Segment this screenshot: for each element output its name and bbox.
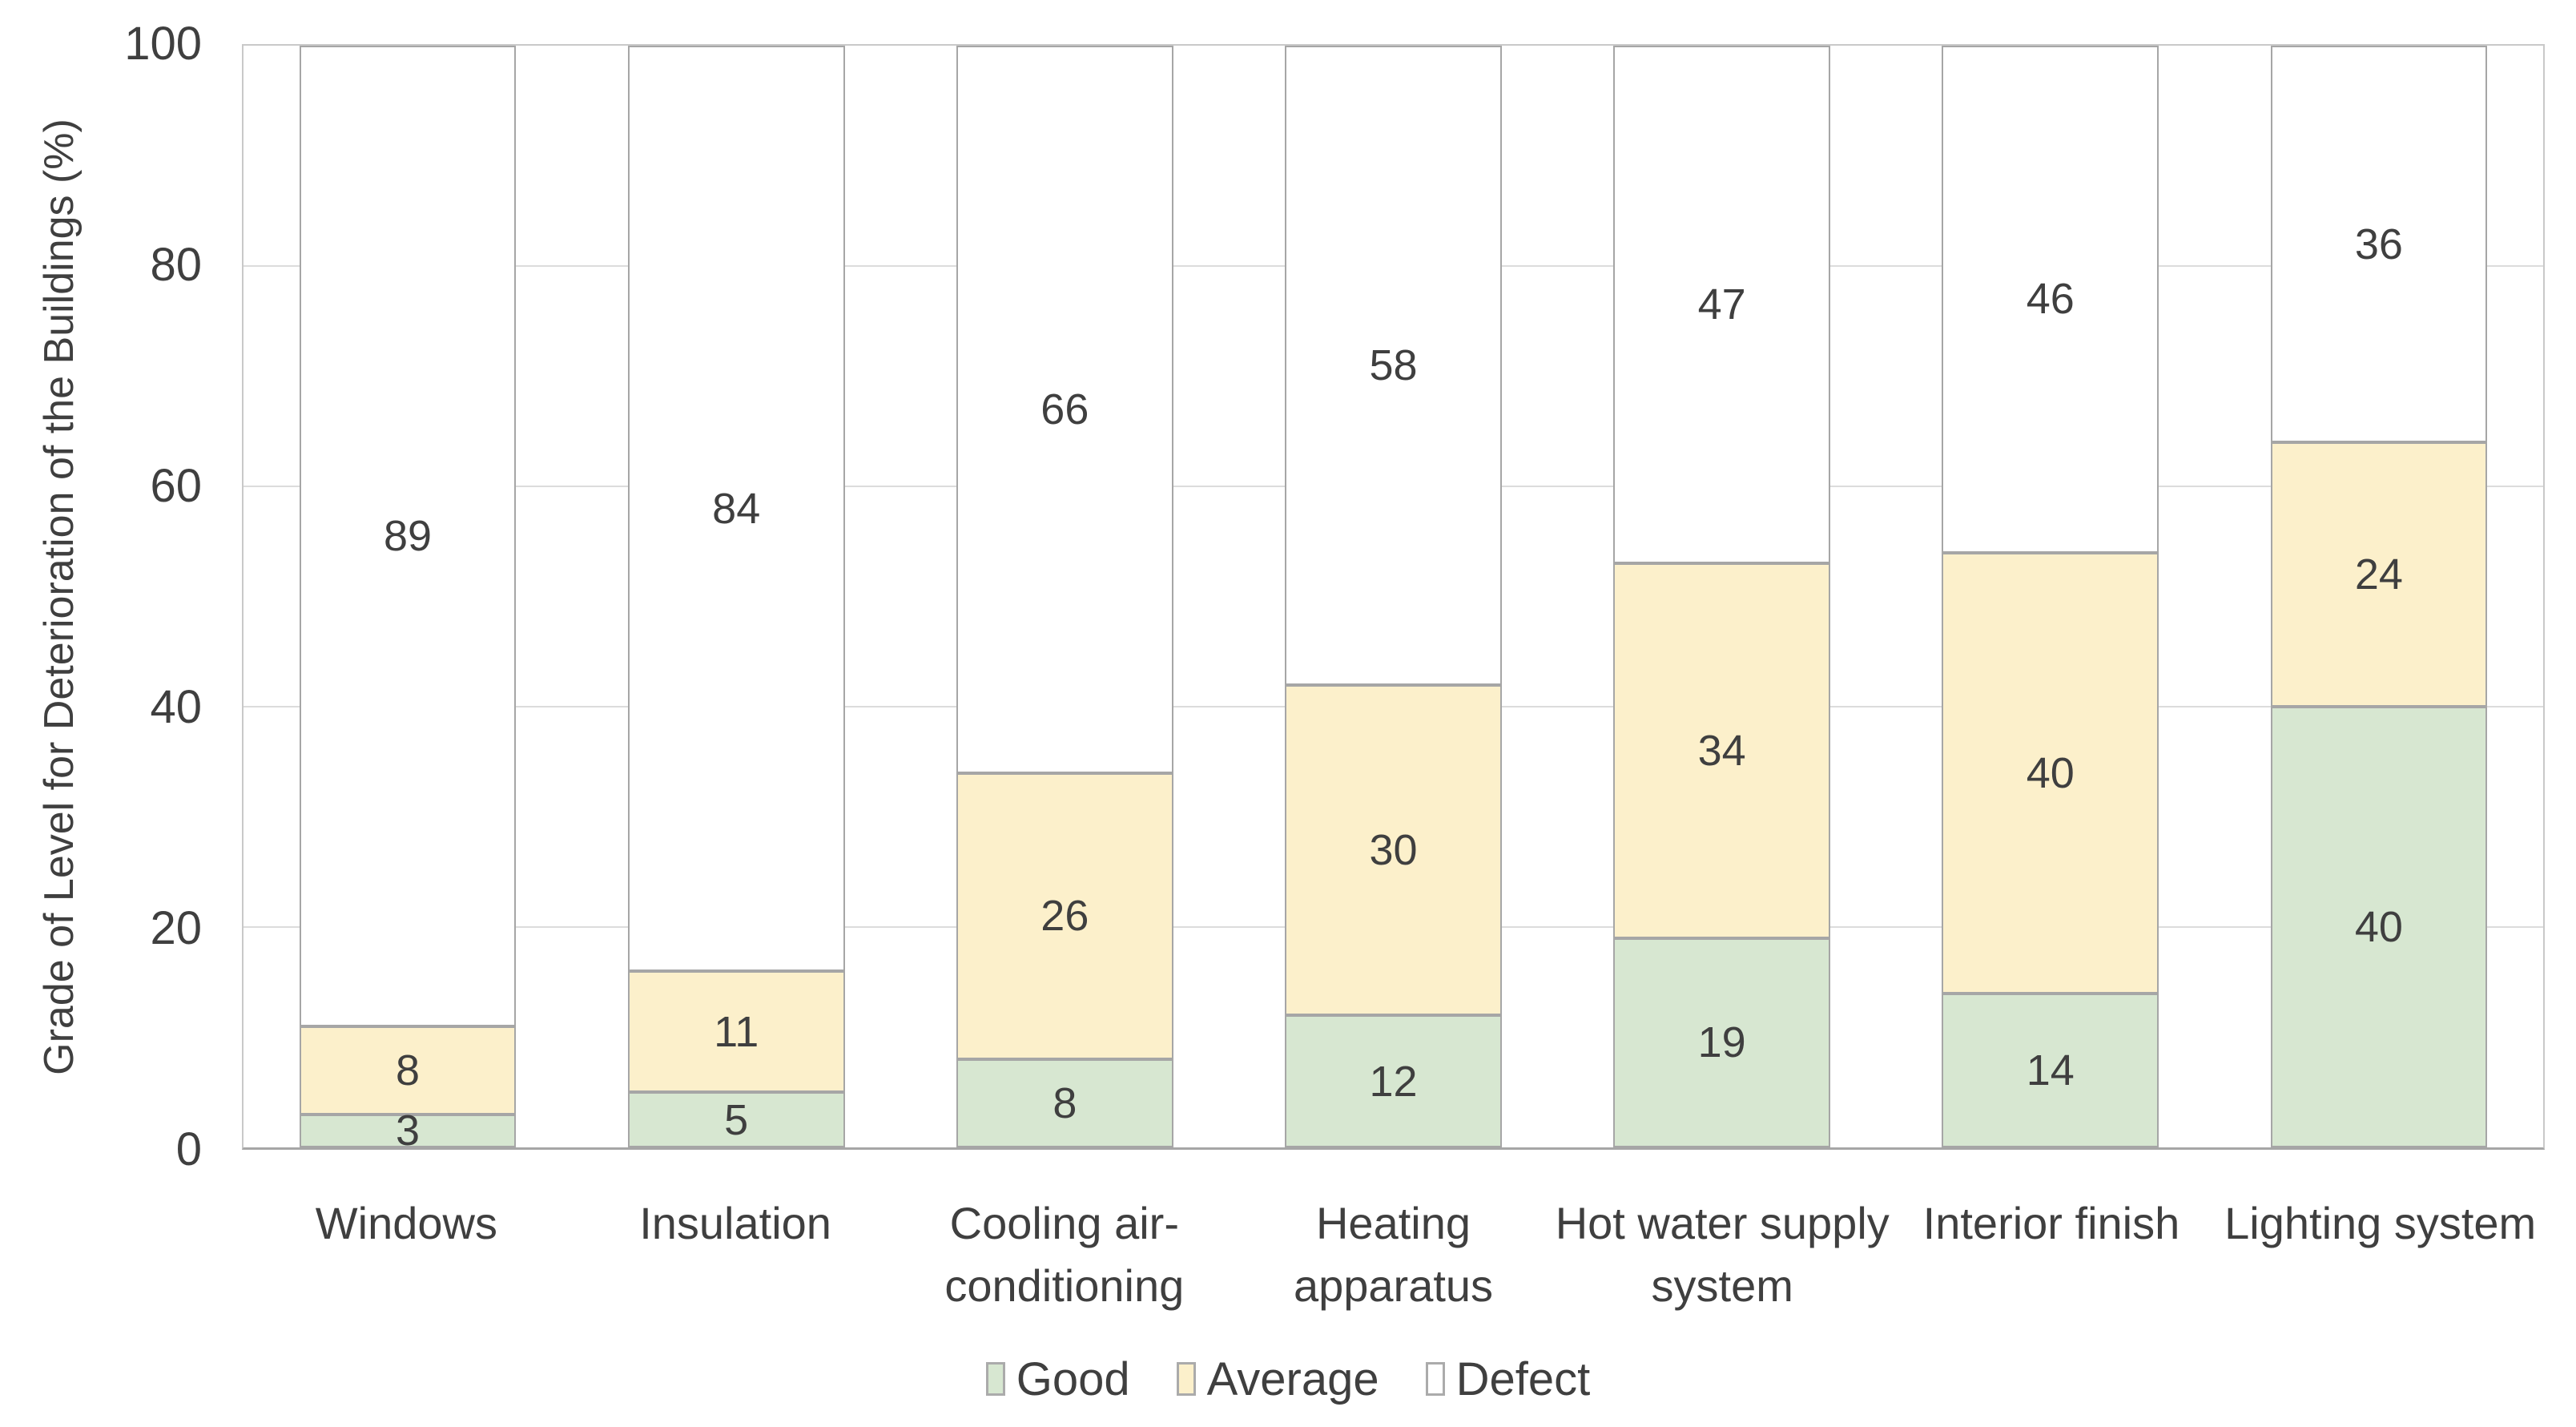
y-tick-label: 60 <box>150 460 202 512</box>
data-label: 3 <box>396 1107 421 1155</box>
bar-slot: 12 30 58 <box>1229 46 1557 1147</box>
bar-slot: 40 24 36 <box>2215 46 2543 1147</box>
plot-area: 3 8 89 5 11 84 8 26 66 12 30 58 19 34 47 14 40 46 40 24 36 <box>242 44 2545 1155</box>
data-label: 19 <box>1697 1018 1746 1067</box>
bar-segment-defect: 46 <box>1942 46 2159 553</box>
bar-segment-average: 34 <box>1613 563 1830 938</box>
bar: 12 30 58 <box>1285 46 1502 1147</box>
data-label: 5 <box>724 1095 749 1144</box>
bar-segment-average: 24 <box>2270 442 2488 707</box>
x-category-label: Cooling air- conditioning <box>944 1198 1185 1311</box>
bar-slot: 5 11 84 <box>572 46 900 1147</box>
bar-segment-defect: 84 <box>627 46 845 971</box>
bar-segment-average: 30 <box>1285 684 1502 1015</box>
bar-segment-good: 40 <box>2270 707 2488 1147</box>
legend-swatch-good <box>985 1362 1005 1396</box>
x-category: Interior finish <box>1887 1192 2216 1328</box>
y-axis-title: Grade of Level for Deterioration of the … <box>33 44 86 1150</box>
data-label: 30 <box>1369 825 1418 874</box>
legend-label: Good <box>1016 1352 1130 1405</box>
bar-slot: 14 40 46 <box>1886 46 2215 1147</box>
bar: 19 34 47 <box>1613 46 1830 1147</box>
x-axis-category-labels: Windows Insulation Cooling air- conditioni… <box>242 1192 2545 1328</box>
data-label: 47 <box>1697 280 1746 329</box>
y-tick-label: 80 <box>150 239 202 291</box>
y-tick-label: 100 <box>124 18 202 70</box>
data-label: 26 <box>1040 892 1089 941</box>
bar-segment-good: 3 <box>299 1107 517 1155</box>
bar-segment-defect: 66 <box>956 46 1173 773</box>
bar-segment-good: 8 <box>956 1059 1173 1147</box>
y-tick-label: 40 <box>150 681 202 733</box>
bar-segment-defect: 58 <box>1285 46 1502 685</box>
bar-segment-defect: 47 <box>1613 46 1830 564</box>
x-category-label: Hot water supply system <box>1555 1198 1890 1311</box>
data-label: 84 <box>712 484 761 533</box>
bar-segment-good: 5 <box>627 1092 845 1147</box>
bar-segment-average: 26 <box>956 772 1173 1059</box>
x-category-label: Windows <box>315 1198 497 1248</box>
x-category: Windows <box>242 1192 571 1328</box>
bar: 5 11 84 <box>627 46 845 1147</box>
data-label: 89 <box>384 511 433 560</box>
legend: Good Average Defect <box>0 1351 2576 1407</box>
bar-slot: 3 8 89 <box>244 46 572 1155</box>
data-label: 34 <box>1697 727 1746 775</box>
bar-segment-good: 14 <box>1942 993 2159 1147</box>
bar-segment-defect: 89 <box>299 46 517 1026</box>
legend-item-average: Average <box>1176 1352 1379 1406</box>
x-category: Lighting system <box>2216 1192 2545 1328</box>
y-tick-label: 20 <box>150 902 202 954</box>
data-label: 66 <box>1040 385 1089 433</box>
data-label: 8 <box>1053 1079 1077 1127</box>
data-label: 12 <box>1369 1057 1418 1106</box>
data-label: 40 <box>2354 903 2403 951</box>
data-label: 36 <box>2354 220 2403 268</box>
bar: 14 40 46 <box>1942 46 2159 1147</box>
legend-label: Defect <box>1455 1352 1591 1405</box>
legend-swatch-average <box>1176 1362 1196 1396</box>
x-category: Cooling air- conditioning <box>900 1192 1229 1328</box>
bar-slot: 19 34 47 <box>1558 46 1886 1147</box>
data-label: 40 <box>2026 748 2075 797</box>
legend-swatch-defect <box>1425 1362 1445 1396</box>
bar-segment-good: 19 <box>1613 937 1830 1147</box>
legend-label: Average <box>1206 1352 1379 1405</box>
bar-segment-good: 12 <box>1285 1015 1502 1147</box>
x-category-label: Insulation <box>639 1198 831 1248</box>
data-label: 58 <box>1369 341 1418 389</box>
y-tick-label: 0 <box>175 1123 202 1175</box>
x-category: Insulation <box>571 1192 900 1328</box>
bar: 3 8 89 <box>299 46 517 1155</box>
x-category-label: Lighting system <box>2224 1198 2537 1248</box>
bar-slot: 8 26 66 <box>900 46 1229 1147</box>
bar: 8 26 66 <box>956 46 1173 1147</box>
data-label: 14 <box>2026 1046 2075 1094</box>
data-label: 11 <box>714 1007 759 1056</box>
data-label: 24 <box>2354 550 2403 599</box>
x-category: Heating apparatus <box>1229 1192 1558 1328</box>
x-category: Hot water supply system <box>1555 1192 1890 1328</box>
bar-segment-average: 40 <box>1942 552 2159 994</box>
x-category-label: Heating apparatus <box>1293 1198 1494 1311</box>
data-label: 46 <box>2026 275 2075 324</box>
legend-item-good: Good <box>985 1352 1130 1406</box>
data-label: 8 <box>396 1046 421 1094</box>
bar: 40 24 36 <box>2270 46 2488 1147</box>
legend-item-defect: Defect <box>1425 1352 1591 1406</box>
bar-segment-defect: 36 <box>2270 46 2488 442</box>
x-category-label: Interior finish <box>1922 1198 2180 1248</box>
bar-segment-average: 8 <box>299 1026 517 1115</box>
bar-segment-average: 11 <box>627 971 845 1093</box>
bars: 3 8 89 5 11 84 8 26 66 12 30 58 19 34 47 14 40 46 40 24 36 <box>244 46 2543 1155</box>
